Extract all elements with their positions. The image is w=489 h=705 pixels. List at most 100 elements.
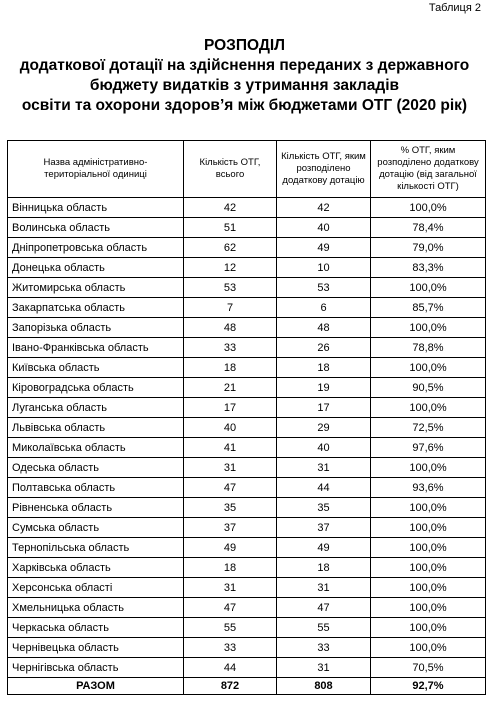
column-header: Назва адміністративно-територіальної оди… [7, 140, 184, 198]
value-cell: 100,0% [370, 457, 486, 478]
data-table: Назва адміністративно-територіальної оди… [7, 140, 486, 695]
value-cell: 35 [183, 497, 277, 518]
table-row: Запорізька область 48 48 100,0% [7, 317, 486, 338]
value-cell: 55 [183, 617, 277, 638]
region-cell: Тернопільська область [7, 537, 184, 558]
table-row: Донецька область 12 10 83,3% [7, 257, 486, 278]
title: РОЗПОДІЛ [203, 37, 286, 54]
value-cell: 40 [276, 437, 371, 458]
region-cell: Харківська область [7, 557, 184, 578]
value-cell: 10 [276, 257, 371, 278]
region-cell: Дніпропетровська область [7, 237, 184, 258]
value-cell: 47 [183, 477, 277, 498]
table-body: Вінницька область 42 42 100,0% Волинська обл… [7, 197, 486, 695]
value-cell: 51 [183, 217, 277, 238]
table-row: Рівненська область 35 35 100,0% [7, 497, 486, 518]
value-cell: 85,7% [370, 297, 486, 318]
table-row: Сумська область 37 37 100,0% [7, 517, 486, 538]
value-cell: 100,0% [370, 397, 486, 418]
value-cell: 48 [183, 317, 277, 338]
region-cell: Чернівецька область [7, 637, 184, 658]
value-cell: 31 [276, 457, 371, 478]
value-cell: 100,0% [370, 537, 486, 558]
region-cell: Сумська область [7, 517, 184, 538]
region-cell: Полтавська область [7, 477, 184, 498]
total-cell: 92,7% [370, 677, 486, 695]
value-cell: 17 [183, 397, 277, 418]
value-cell: 18 [183, 357, 277, 378]
value-cell: 33 [183, 637, 277, 658]
value-cell: 49 [276, 237, 371, 258]
table-row: Житомирська область 53 53 100,0% [7, 277, 486, 298]
table-row: Полтавська область 47 44 93,6% [7, 477, 486, 498]
value-cell: 40 [276, 217, 371, 238]
subtitle-line: бюджету видатків з утримання закладів [89, 77, 400, 94]
value-cell: 21 [183, 377, 277, 398]
region-cell: Запорізька область [7, 317, 184, 338]
value-cell: 42 [183, 197, 277, 218]
value-cell: 93,6% [370, 477, 486, 498]
region-cell: Луганська область [7, 397, 184, 418]
region-cell: Кіровоградська область [7, 377, 184, 398]
value-cell: 83,3% [370, 257, 486, 278]
value-cell: 55 [276, 617, 371, 638]
value-cell: 100,0% [370, 317, 486, 338]
title-block: РОЗПОДІЛ додаткової дотації на здійсненн… [0, 36, 489, 116]
value-cell: 90,5% [370, 377, 486, 398]
table-row: Закарпатська область 7 6 85,7% [7, 297, 486, 318]
table-row: Чернігівська область 44 31 70,5% [7, 657, 486, 678]
value-cell: 100,0% [370, 277, 486, 298]
value-cell: 26 [276, 337, 371, 358]
region-cell: Черкаська область [7, 617, 184, 638]
value-cell: 44 [183, 657, 277, 678]
table-row: Львівська область 40 29 72,5% [7, 417, 486, 438]
value-cell: 62 [183, 237, 277, 258]
table-row: Луганська область 17 17 100,0% [7, 397, 486, 418]
table-row: Волинська область 51 40 78,4% [7, 217, 486, 238]
value-cell: 79,0% [370, 237, 486, 258]
value-cell: 17 [276, 397, 371, 418]
value-cell: 18 [183, 557, 277, 578]
value-cell: 100,0% [370, 497, 486, 518]
value-cell: 53 [183, 277, 277, 298]
value-cell: 47 [183, 597, 277, 618]
value-cell: 18 [276, 357, 371, 378]
region-cell: Донецька область [7, 257, 184, 278]
value-cell: 35 [276, 497, 371, 518]
total-cell: 808 [276, 677, 371, 695]
value-cell: 100,0% [370, 637, 486, 658]
region-cell: Київська область [7, 357, 184, 378]
value-cell: 42 [276, 197, 371, 218]
total-cell: РАЗОМ [7, 677, 184, 695]
table-row: Миколаївська область 41 40 97,6% [7, 437, 486, 458]
region-cell: Чернігівська область [7, 657, 184, 678]
value-cell: 33 [276, 637, 371, 658]
value-cell: 53 [276, 277, 371, 298]
table-row: Кіровоградська область 21 19 90,5% [7, 377, 486, 398]
value-cell: 19 [276, 377, 371, 398]
value-cell: 31 [183, 457, 277, 478]
value-cell: 33 [183, 337, 277, 358]
value-cell: 12 [183, 257, 277, 278]
column-header: Кількість ОТГ, яким розподілено додатков… [276, 140, 371, 198]
value-cell: 100,0% [370, 597, 486, 618]
table-row: Черкаська область 55 55 100,0% [7, 617, 486, 638]
region-cell: Львівська область [7, 417, 184, 438]
value-cell: 37 [183, 517, 277, 538]
region-cell: Івано-Франківська область [7, 337, 184, 358]
value-cell: 78,4% [370, 217, 486, 238]
value-cell: 29 [276, 417, 371, 438]
value-cell: 48 [276, 317, 371, 338]
region-cell: Миколаївська область [7, 437, 184, 458]
value-cell: 6 [276, 297, 371, 318]
table-label: Таблиця 2 [428, 2, 481, 14]
region-cell: Вінницька область [7, 197, 184, 218]
header-row: Назва адміністративно-територіальної оди… [7, 140, 486, 198]
value-cell: 100,0% [370, 517, 486, 538]
value-cell: 70,5% [370, 657, 486, 678]
table-row: Одеська область 31 31 100,0% [7, 457, 486, 478]
region-cell: Закарпатська область [7, 297, 184, 318]
region-cell: Волинська область [7, 217, 184, 238]
table-row: Тернопільська область 49 49 100,0% [7, 537, 486, 558]
